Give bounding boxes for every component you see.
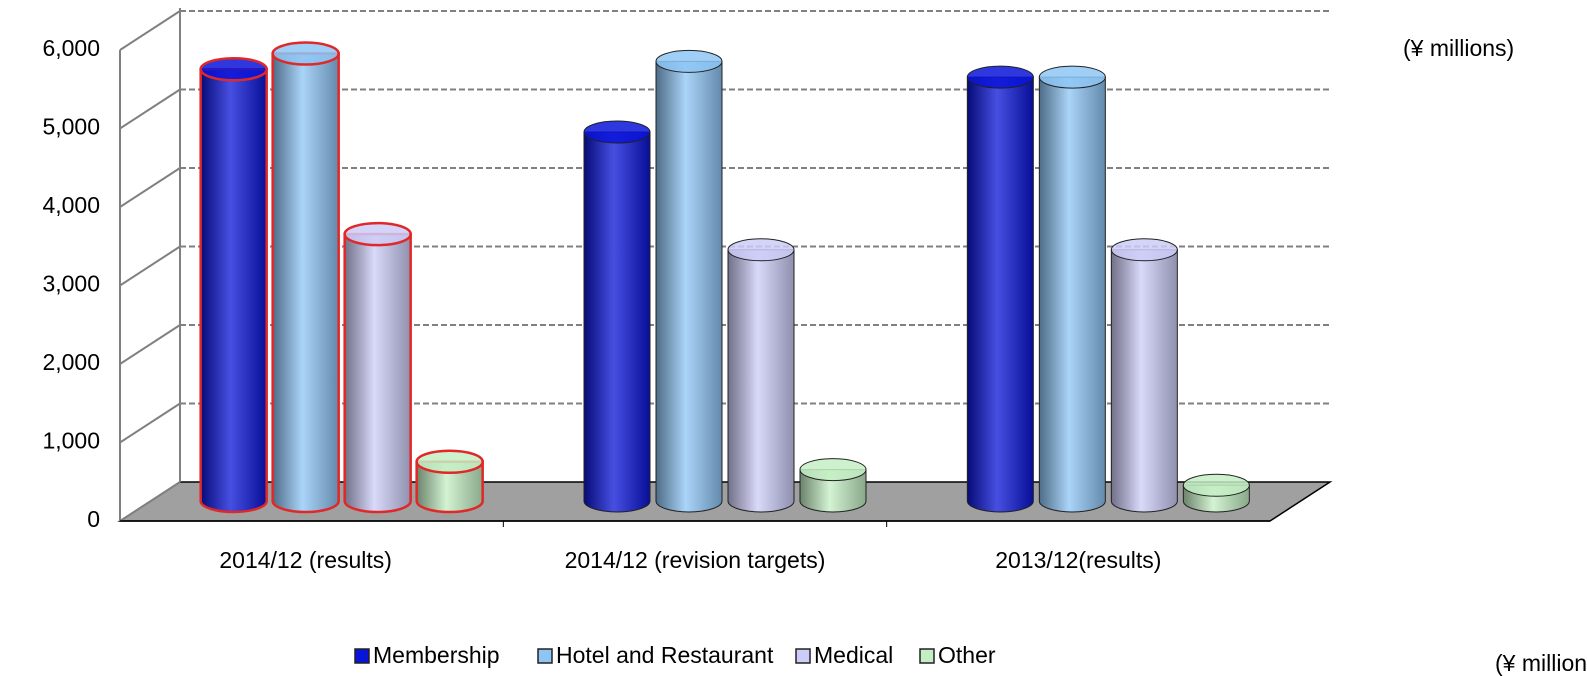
cylinder — [1038, 65, 1106, 513]
legend-swatch — [919, 648, 935, 664]
legend-label: Other — [938, 642, 996, 668]
wall-line — [119, 167, 181, 208]
y-tick-label: 6,000 — [42, 35, 100, 61]
wall-line — [119, 481, 181, 522]
x-tick-label: 2014/12 (results) — [219, 547, 392, 573]
y-tick-label: 4,000 — [42, 192, 100, 218]
legend-label: Medical — [814, 642, 893, 668]
legend-swatch — [795, 648, 811, 664]
cylinder — [1182, 473, 1250, 513]
x-tick-label: 2013/12(results) — [995, 547, 1162, 573]
cylinder — [799, 458, 867, 513]
cylinder — [199, 57, 268, 514]
cylinder — [727, 238, 795, 513]
unit-label-cut: (¥ millions) — [1495, 650, 1587, 676]
cylinder — [1110, 238, 1178, 513]
wall-line — [119, 324, 181, 365]
wall-line — [119, 88, 181, 130]
legend-label: Membership — [373, 642, 500, 668]
unit-label: (¥ millions) — [1403, 35, 1514, 61]
cylinder — [966, 65, 1034, 513]
y-tick-label: 3,000 — [42, 271, 100, 297]
y-tick-label: 5,000 — [42, 114, 100, 140]
y-tick-label: 1,000 — [42, 428, 100, 454]
y-tick-label: 2,000 — [42, 349, 100, 375]
x-tick-label: 2014/12 (revision targets) — [564, 547, 826, 573]
cylinder — [583, 120, 651, 513]
legend-swatch — [354, 648, 370, 664]
cylinder — [343, 221, 412, 514]
cylinder — [271, 41, 340, 514]
cylinder — [655, 49, 723, 513]
cylinder — [415, 449, 484, 514]
legend-swatch — [537, 648, 553, 664]
y-tick-label: 0 — [87, 506, 100, 532]
legend-label: Hotel and Restaurant — [556, 642, 774, 668]
wall-line — [119, 245, 181, 287]
wall-line — [119, 10, 181, 51]
wall-line — [119, 402, 181, 444]
